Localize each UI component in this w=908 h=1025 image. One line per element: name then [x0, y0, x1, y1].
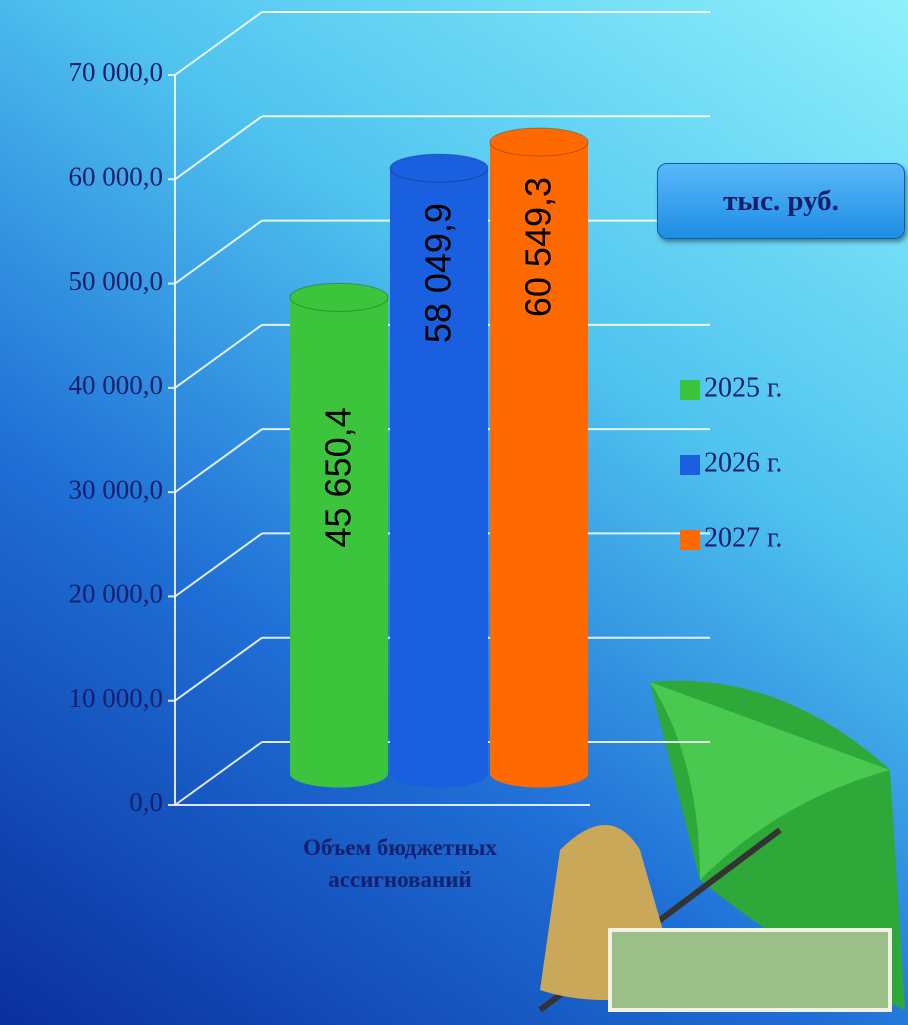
legend-swatch — [680, 380, 700, 400]
legend-label: 2026 г. — [704, 447, 782, 478]
value-label: 58 049,9 — [418, 203, 459, 343]
grid-line — [174, 11, 263, 76]
y-tick-label: 60 000,0 — [69, 161, 164, 191]
y-tick-label: 10 000,0 — [69, 683, 164, 713]
grid-line — [174, 219, 263, 285]
bar-shade — [390, 168, 488, 774]
y-tick-label: 40 000,0 — [69, 370, 164, 400]
bar-top — [389, 153, 489, 183]
grid-line — [174, 324, 263, 389]
legend-label: 2025 г. — [704, 372, 782, 403]
legend-swatch — [680, 530, 700, 550]
bar-shade — [290, 297, 388, 774]
decoration — [538, 680, 905, 1013]
value-label: 45 650,4 — [318, 407, 359, 547]
grid-line — [174, 428, 263, 493]
y-tick-label: 70 000,0 — [69, 57, 164, 87]
grid-line — [174, 115, 263, 181]
unit-box: тыс. руб. — [657, 163, 905, 239]
grid-line — [174, 741, 263, 806]
bar-top — [289, 282, 389, 312]
y-tick-label: 30 000,0 — [69, 474, 164, 504]
y-tick-label: 50 000,0 — [69, 266, 164, 296]
legend-swatch — [680, 455, 700, 475]
bar-top — [489, 127, 589, 157]
bar-shade — [490, 142, 588, 774]
category-label: Объем бюджетных ассигнований — [303, 835, 497, 892]
grid-line — [174, 532, 263, 598]
value-label: 60 549,3 — [518, 177, 559, 317]
y-tick-label: 20 000,0 — [69, 579, 164, 609]
grid-line — [174, 636, 263, 702]
y-tick-label: 0,0 — [129, 787, 163, 817]
legend-label: 2027 г. — [704, 522, 782, 553]
